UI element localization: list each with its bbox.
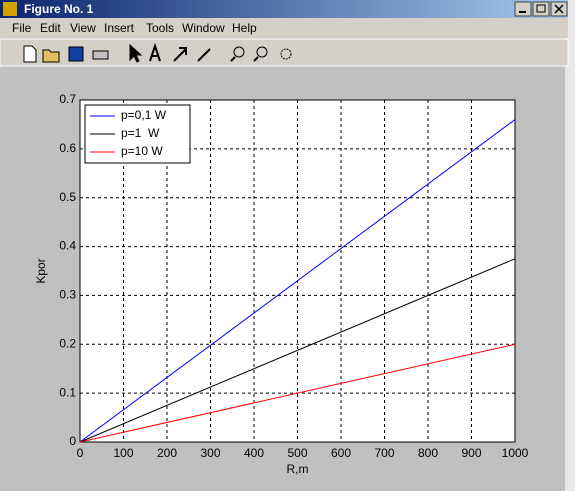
rotate-icon[interactable] <box>280 48 292 60</box>
x-tick-label: 600 <box>331 446 351 460</box>
x-tick-label: 100 <box>113 446 133 460</box>
x-tick-label: 800 <box>418 446 438 460</box>
x-tick-label: 900 <box>461 446 481 460</box>
menu-item[interactable]: Tools <box>146 21 174 35</box>
window-title: Figure No. 1 <box>24 2 94 16</box>
y-tick-label: 0.5 <box>59 190 76 204</box>
menu-item[interactable]: Help <box>232 21 257 35</box>
x-tick-label: 400 <box>244 446 264 460</box>
data-line <box>79 343 516 443</box>
menu-item[interactable]: View <box>70 21 96 35</box>
select-icon[interactable] <box>129 43 143 63</box>
open-icon[interactable] <box>42 49 60 63</box>
menu-bar <box>0 18 568 38</box>
window-buttons <box>514 1 568 17</box>
x-tick-label: 0 <box>77 446 84 460</box>
menu-item[interactable]: Insert <box>104 21 135 35</box>
minimize-button[interactable] <box>514 1 532 17</box>
title-bar <box>0 0 568 18</box>
y-tick-label: 0.6 <box>59 141 76 155</box>
new-icon[interactable] <box>23 45 37 63</box>
x-tick-label: 1000 <box>502 446 529 460</box>
x-tick-label: 300 <box>200 446 220 460</box>
legend-label: p=0,1 W <box>121 108 167 122</box>
background-window <box>565 0 575 491</box>
maximize-button[interactable] <box>532 1 550 17</box>
maximize-glyph <box>536 4 546 13</box>
legend-label: p=1 W <box>121 126 160 140</box>
data-line <box>79 258 516 443</box>
plot: 0 0.1 0.2 0.3 0.4 0.5 0.6 0.7 0 100 200 300 400 500 60… <box>34 92 528 476</box>
arrow-icon[interactable] <box>173 47 187 62</box>
axes-box <box>79 99 516 443</box>
print-icon[interactable] <box>92 50 109 60</box>
y-tick-label: 0.1 <box>59 385 76 399</box>
x-axis-label: R,m <box>287 462 309 476</box>
toolbar <box>0 38 569 67</box>
y-tick-label: 0.7 <box>59 92 76 106</box>
legend-label: p=10 W <box>121 144 163 158</box>
zoom-in-icon[interactable] <box>233 46 245 58</box>
x-tick-label: 700 <box>374 446 394 460</box>
y-tick-label: 0 <box>69 434 76 448</box>
menu: File Edit View Insert Tools Window Help <box>12 21 257 35</box>
menu-item[interactable]: File <box>12 21 32 35</box>
menu-item[interactable]: Window <box>182 21 225 35</box>
y-tick-label: 0.2 <box>59 336 76 350</box>
line-icon[interactable] <box>197 48 211 62</box>
app-icon <box>3 2 17 16</box>
x-tick-label: 200 <box>157 446 177 460</box>
y-tick-label: 0.3 <box>59 288 76 302</box>
save-icon[interactable] <box>68 46 84 62</box>
close-glyph <box>554 4 564 14</box>
y-tick-label: 0.4 <box>59 239 76 253</box>
x-tick-label: 500 <box>287 446 307 460</box>
toolbar-icons <box>23 42 292 63</box>
data-line <box>79 119 516 443</box>
zoom-handles <box>230 56 259 62</box>
text-icon[interactable] <box>149 42 161 62</box>
zoom-out-icon[interactable] <box>256 46 268 58</box>
menu-item[interactable]: Edit <box>40 21 61 35</box>
y-axis-label: Kpor <box>34 258 48 283</box>
